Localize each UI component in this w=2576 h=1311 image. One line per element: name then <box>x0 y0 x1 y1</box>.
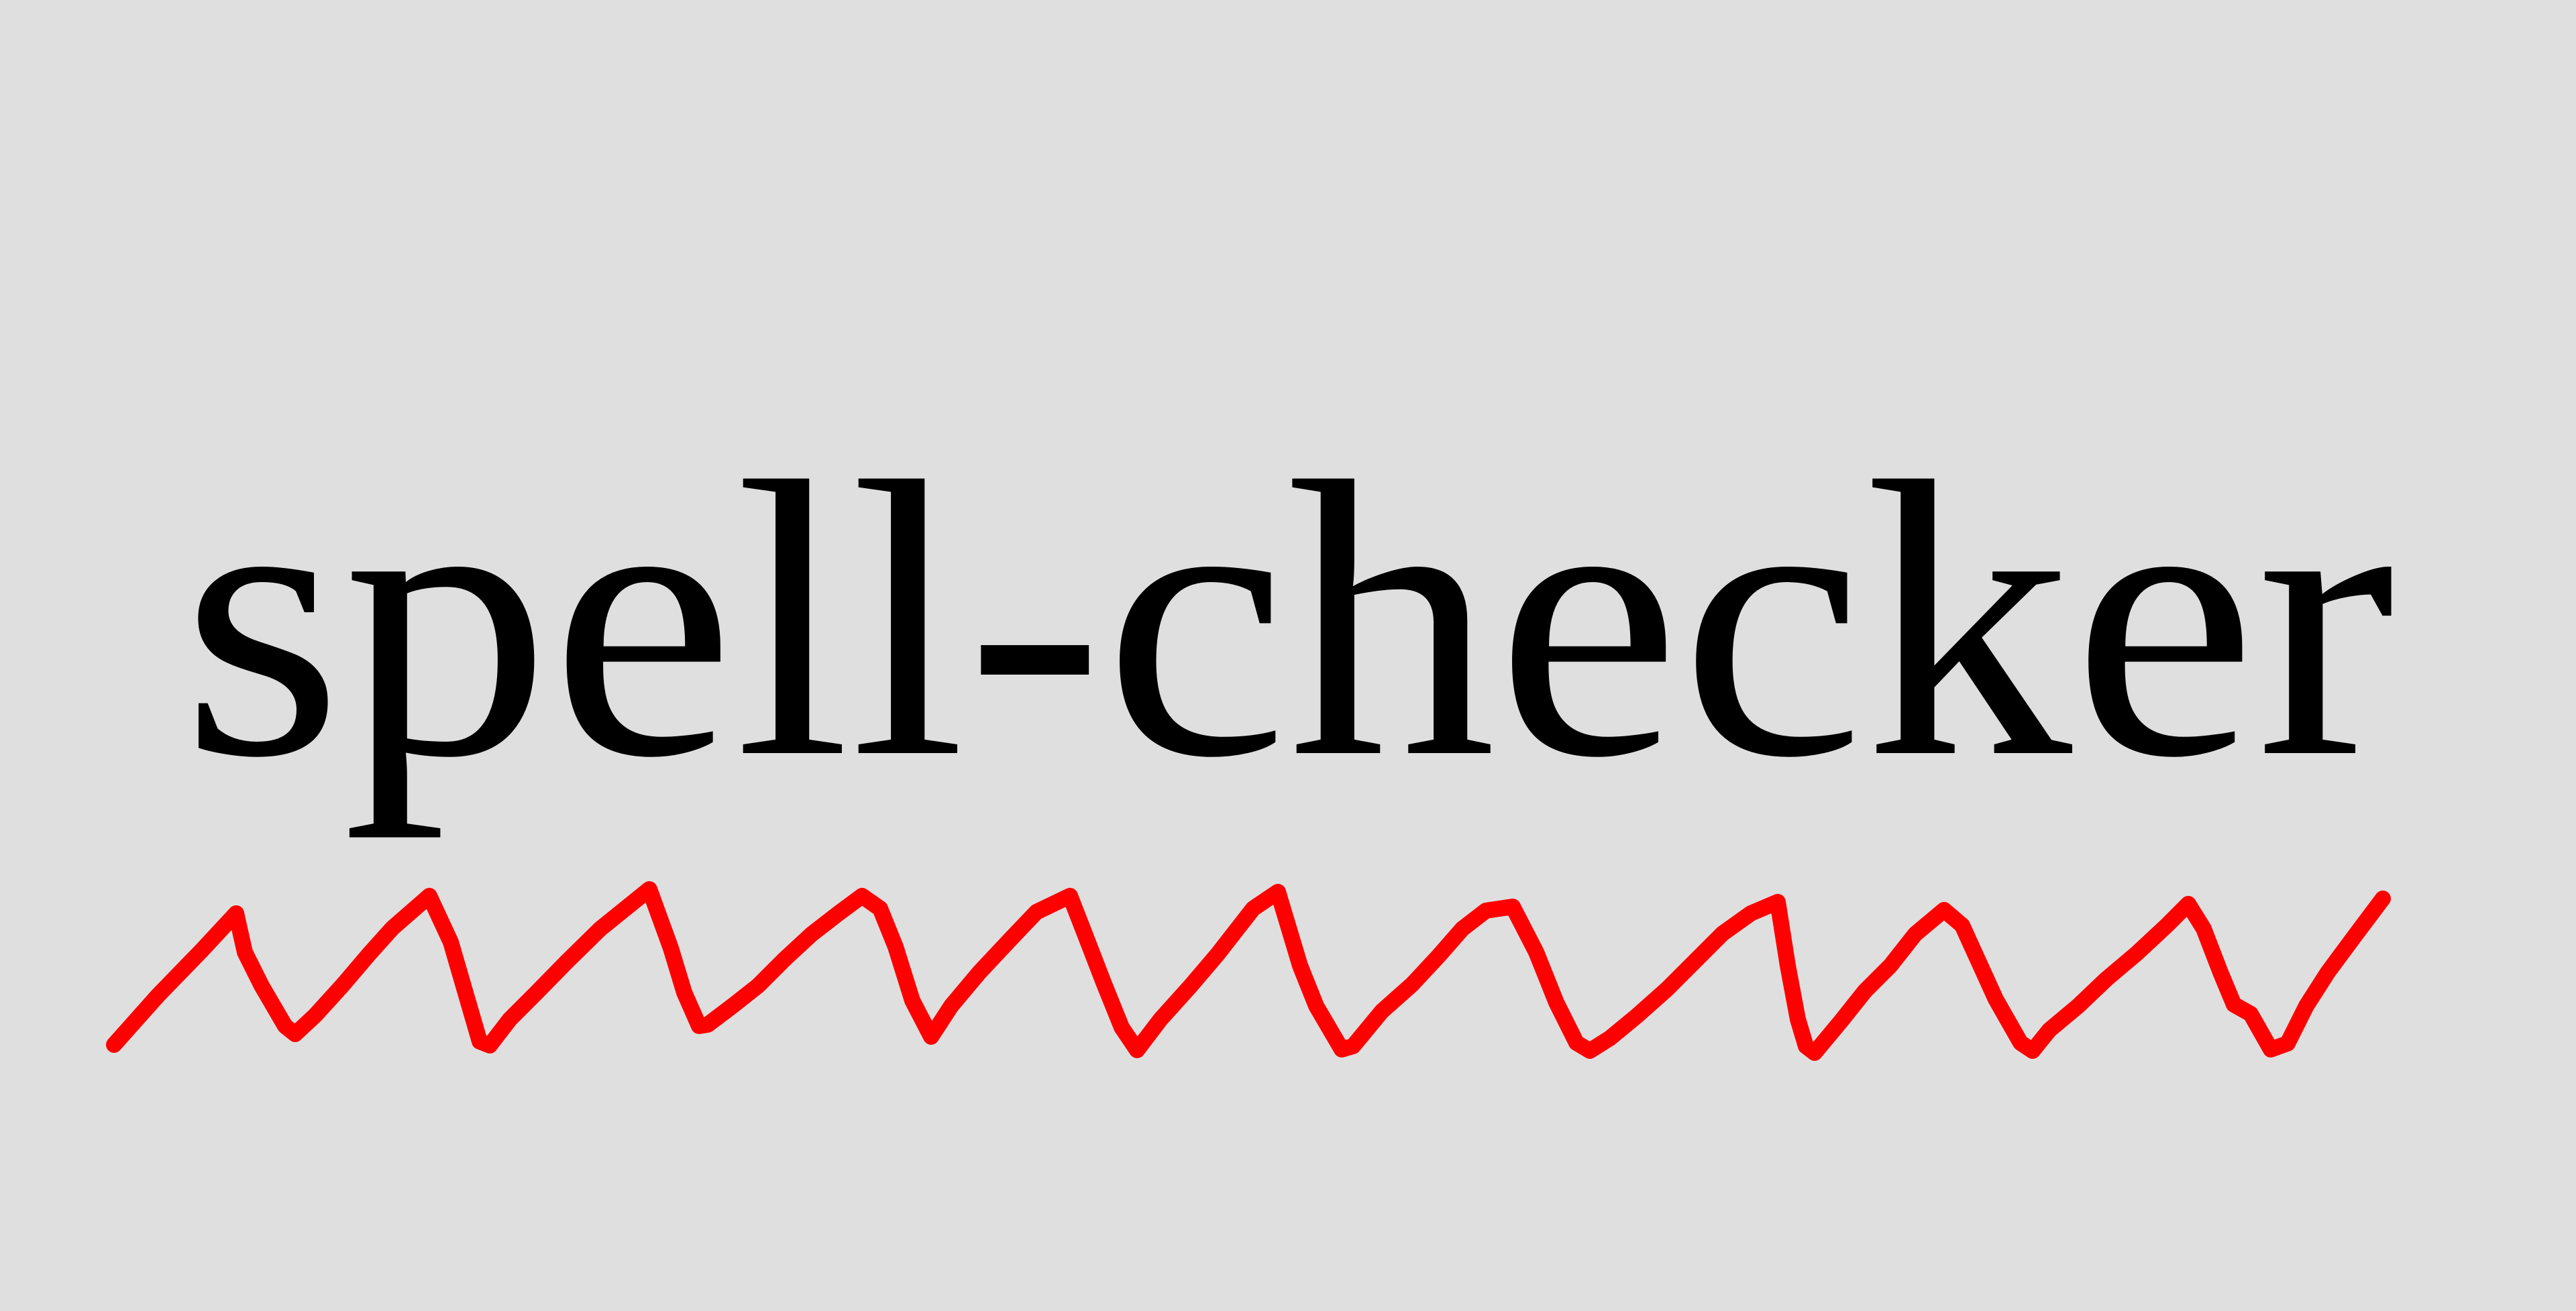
misspelled-word: spell-checker <box>181 400 2395 840</box>
